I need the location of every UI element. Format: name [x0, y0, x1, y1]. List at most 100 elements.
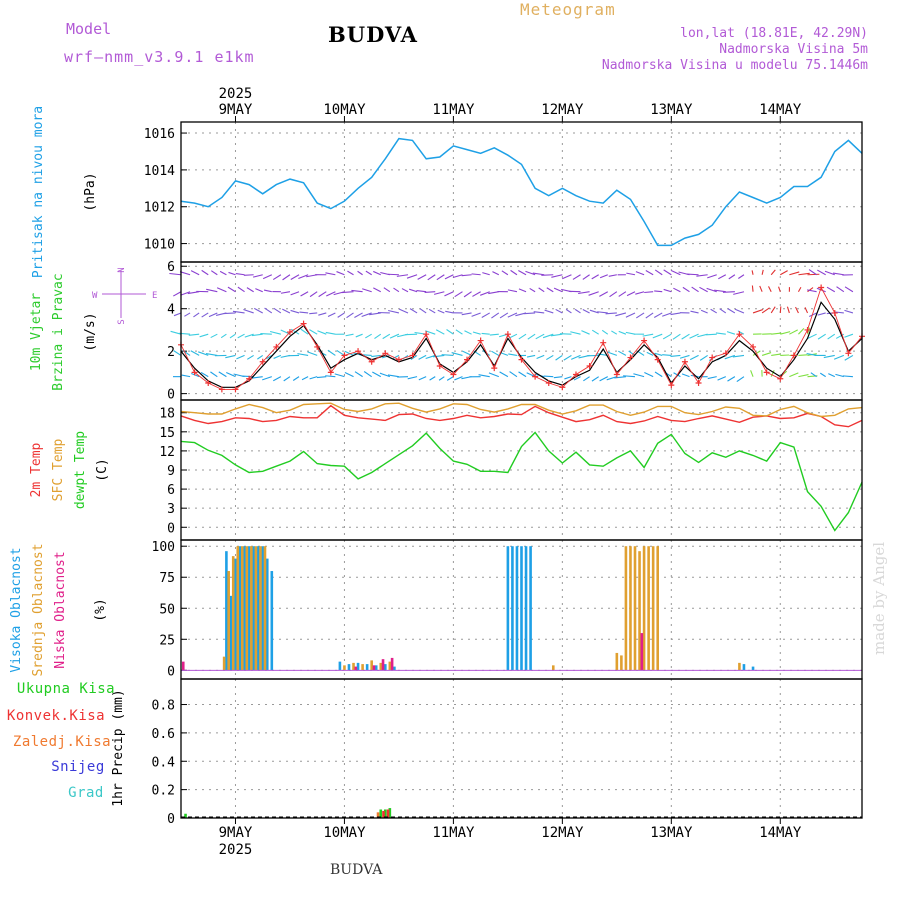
wind-arrow: [836, 286, 845, 293]
wind-arrow: [208, 312, 218, 318]
high-cloud-bar: [515, 546, 519, 671]
wind-arrow: [363, 371, 372, 378]
wind-arrow: [817, 312, 826, 316]
wind-arrow: [243, 274, 254, 276]
wind-arrow: [609, 291, 618, 298]
wind-arrow: [325, 375, 336, 378]
wind-arrow: [416, 289, 427, 293]
mid-cloud-bar: [638, 551, 641, 671]
precip-legend-item: Zaledj.Kisa: [13, 734, 111, 750]
wind-arrow: [526, 372, 536, 378]
wind-arrow: [662, 312, 672, 317]
wind-arrow: [541, 274, 554, 276]
cloud-unit-label: (%): [93, 598, 108, 621]
wind-arrow: [388, 309, 400, 314]
wind-arrow: [508, 353, 518, 356]
wind-arrow: [806, 289, 817, 293]
x-bottom-tick-label: 13MAY: [650, 825, 693, 841]
wind-arrow: [832, 272, 844, 276]
wind-arrow: [673, 287, 681, 293]
wind-arrow: [670, 312, 681, 316]
wind-arrow: [300, 291, 309, 297]
wind-arrow: [538, 287, 545, 293]
wind-arrow: [596, 353, 608, 356]
high-cloud-bar: [384, 664, 387, 671]
temperature-ytick-label: 3: [167, 502, 175, 517]
temperature-panel-frame: [180, 399, 863, 541]
wind-arrow: [644, 371, 654, 378]
wind-arrow: [606, 376, 618, 381]
wind-arrow: [726, 331, 736, 335]
mid-cloud-bar: [551, 665, 555, 671]
x-top-year-label: 2025: [219, 86, 253, 102]
wind-arrow: [699, 286, 708, 293]
wind-arrow: [210, 333, 218, 339]
wind-arrow: [357, 270, 363, 276]
wind-arrow: [398, 308, 409, 314]
wind-arrow: [734, 308, 745, 314]
wind-arrow: [573, 376, 581, 381]
precip-panel-frame: [180, 678, 863, 819]
wind-arrow: [662, 333, 672, 340]
wind-arrow: [507, 312, 518, 318]
wind-arrow: [347, 270, 354, 276]
precip-bar: [388, 808, 392, 818]
wind-arrow: [374, 333, 382, 339]
wind-arrow: [354, 371, 363, 378]
mid-cloud-bar: [240, 546, 244, 671]
wind-arrow: [804, 307, 809, 314]
wind-arrow: [251, 376, 263, 379]
wind-arrow: [691, 286, 699, 293]
wind-arrow: [492, 271, 500, 276]
wind-arrow: [761, 307, 770, 314]
wind-arrow: [510, 269, 518, 276]
wind-arrow: [591, 274, 599, 280]
wind-gust-line: [180, 286, 863, 390]
wind-arrow: [379, 372, 391, 378]
wind-arrow: [542, 333, 554, 339]
wind-arrow: [625, 331, 636, 335]
pressure-ytick-label: 1016: [144, 127, 175, 142]
temp-dewpt-axis-label: dewpt Temp: [73, 431, 88, 509]
temperature-ytick-label: 0: [167, 521, 175, 536]
wind-arrow: [173, 350, 182, 356]
wind-arrow: [690, 310, 699, 314]
wind-arrow: [670, 354, 681, 357]
wind-arrow: [810, 372, 817, 378]
wind-arrow: [283, 376, 291, 382]
wind-arrow: [618, 350, 627, 356]
wind-arrow: [797, 287, 802, 292]
wind-arrow: [817, 333, 826, 340]
wind-arrow: [543, 375, 554, 378]
high-cloud-bar: [347, 664, 351, 671]
wind-arrow: [480, 291, 490, 296]
wind-arrow: [714, 289, 726, 293]
wind-arrow: [325, 331, 336, 335]
wind-arrow: [761, 352, 772, 356]
wind-arrow: [635, 271, 645, 276]
wind-arrow: [383, 287, 391, 293]
pressure-ytick-label: 1012: [144, 201, 175, 216]
cloud-ytick-label: 25: [159, 633, 175, 648]
wind-arrow: [309, 329, 318, 335]
wind-arrow: [344, 350, 354, 356]
wind-arrow: [344, 371, 354, 378]
wind-arrow: [771, 332, 782, 335]
pressure-axis-label: Pritisak na nivou mora: [31, 106, 46, 278]
mid-cloud-bar: [352, 662, 355, 671]
mid-cloud-bar: [738, 662, 741, 671]
wind-arrow: [759, 285, 763, 292]
wind-arrow: [707, 274, 717, 279]
x-bottom-tick-label: 12MAY: [541, 825, 584, 841]
wind-arrow: [559, 333, 572, 335]
precip-unit-label: 1hr Precip (mm): [111, 689, 126, 806]
wind-arrow: [751, 285, 754, 292]
model-run: wrf–nmm_v3.9.1 e1km: [64, 48, 255, 66]
wind-arrow: [201, 312, 209, 318]
wind-arrow: [535, 333, 545, 340]
mid-cloud-bar: [633, 546, 637, 671]
wind-arrow: [210, 371, 218, 378]
wind-arrow: [525, 270, 536, 276]
wind-arrow: [581, 330, 590, 335]
wind-arrow: [700, 309, 708, 314]
